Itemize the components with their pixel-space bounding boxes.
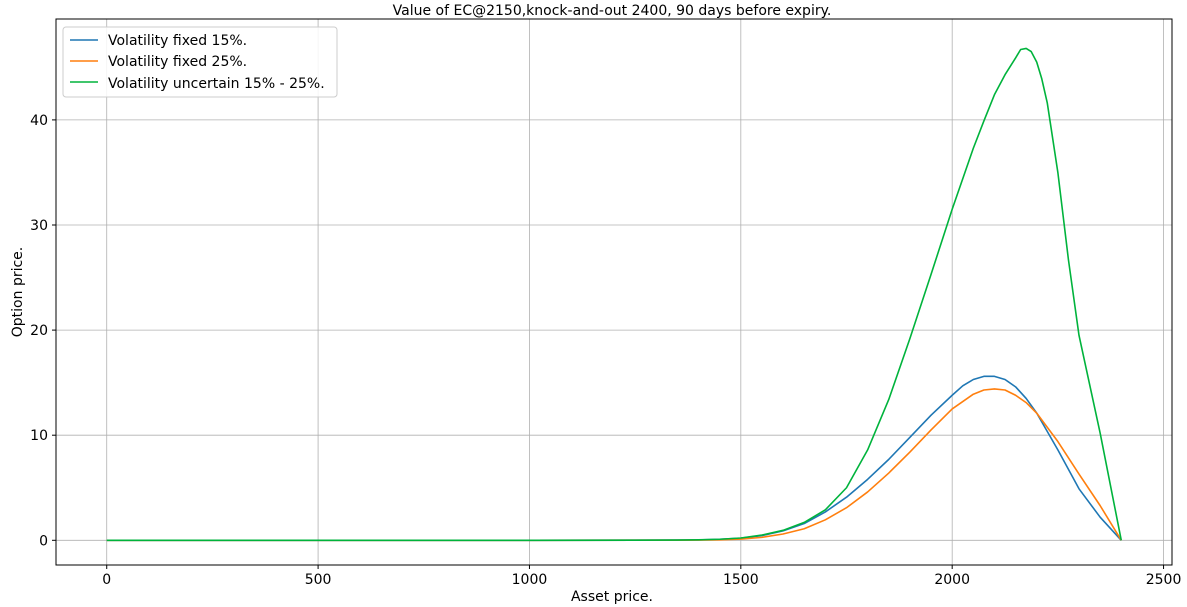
x-tick-label: 1000 (512, 572, 548, 588)
x-tick-label: 500 (305, 572, 332, 588)
legend-label-vol-uncertain: Volatility uncertain 15% - 25%. (108, 76, 325, 92)
legend-label-vol-25: Volatility fixed 25%. (108, 54, 247, 70)
y-tick-label: 0 (39, 533, 48, 549)
legend-label-vol-15: Volatility fixed 15%. (108, 33, 247, 49)
y-tick-label: 40 (30, 113, 48, 129)
chart-title: Value of EC@2150,knock-and-out 2400, 90 … (393, 3, 832, 19)
grid-lines (56, 19, 1172, 565)
x-tick-label: 2500 (1146, 572, 1182, 588)
plot-frame (55, 18, 1173, 566)
legend-box (62, 26, 338, 98)
y-tick-label: 10 (30, 428, 48, 444)
series-lines (106, 47, 1123, 542)
legend: Volatility fixed 15%. Volatility fixed 2… (62, 26, 338, 98)
axis-ticks: 0 500 1000 1500 2000 2500 0 10 20 30 40 (30, 113, 1181, 588)
y-tick-label: 20 (30, 323, 48, 339)
x-tick-label: 0 (102, 572, 111, 588)
y-axis-label: Option price. (10, 247, 26, 337)
series-line-2 (106, 47, 1123, 542)
x-axis-label: Asset price. (571, 589, 653, 605)
y-tick-label: 30 (30, 218, 48, 234)
x-tick-label: 1500 (723, 572, 759, 588)
x-tick-label: 2000 (934, 572, 970, 588)
